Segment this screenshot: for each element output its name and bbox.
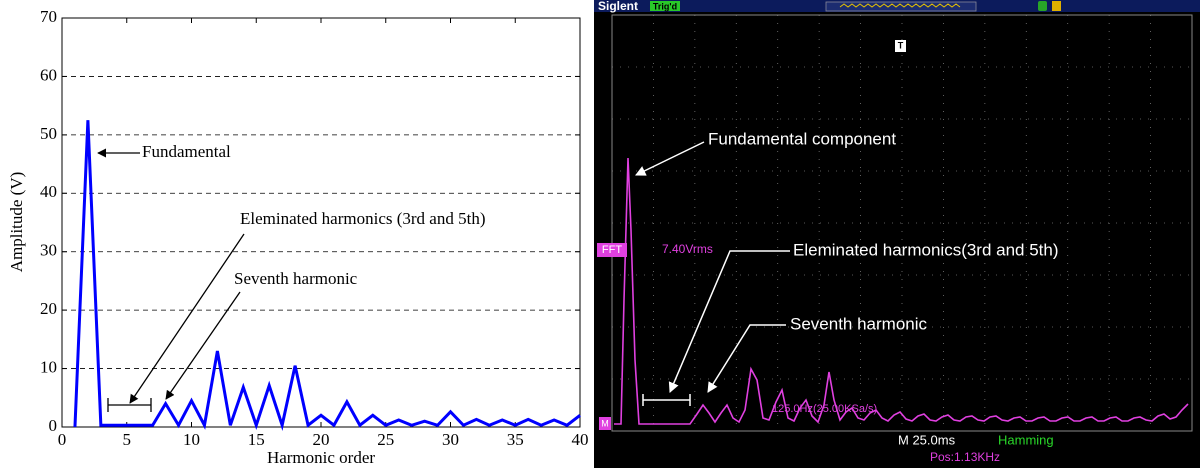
y-tick-label: 40 bbox=[40, 182, 57, 201]
y-tick-label: 20 bbox=[40, 299, 57, 318]
y-tick-label: 70 bbox=[40, 7, 57, 26]
x-tick-label: 20 bbox=[313, 430, 330, 449]
channel-label: M bbox=[601, 418, 609, 428]
oscilloscope-screen: Siglent Trig'd T FFT 7.40Vrms M Fundamen… bbox=[594, 0, 1200, 468]
x-tick-label: 25 bbox=[377, 430, 394, 449]
x-tick-label: 10 bbox=[183, 430, 200, 449]
window: Hamming bbox=[998, 432, 1054, 447]
x-tick-label: 15 bbox=[248, 430, 265, 449]
y-tick-label: 30 bbox=[40, 241, 57, 260]
annotation: Eleminated harmonics(3rd and 5th) bbox=[793, 240, 1059, 259]
fft-scale: 125.0Hz(25.00KSa/s) bbox=[772, 403, 877, 415]
x-tick-label: 35 bbox=[507, 430, 524, 449]
position: Pos:1.13KHz bbox=[930, 450, 1000, 464]
annotation: Fundamental bbox=[142, 142, 231, 161]
y-axis-label: Amplitude (V) bbox=[7, 172, 26, 273]
annotation: Seventh harmonic bbox=[790, 314, 928, 333]
harmonic-chart: Harmonic order Amplitude (V) 01020304050… bbox=[7, 7, 589, 467]
timebase: M 25.0ms bbox=[898, 432, 956, 447]
bracket bbox=[108, 398, 151, 412]
y-tick-label: 0 bbox=[49, 416, 58, 435]
arrow bbox=[166, 292, 240, 399]
y-tick-label: 50 bbox=[40, 124, 57, 143]
x-tick-label: 5 bbox=[123, 430, 132, 449]
annotation: Seventh harmonic bbox=[234, 269, 358, 288]
fft-label: FFT bbox=[602, 244, 622, 256]
axes: 0 10 20 30 40 50 60 70 0 5 10 15 20 25 30 35 40 bbox=[40, 7, 589, 449]
brand: Siglent bbox=[598, 0, 638, 13]
x-tick-label: 0 bbox=[58, 430, 67, 449]
annotation: Eleminated harmonics (3rd and 5th) bbox=[240, 209, 485, 228]
icon bbox=[1052, 1, 1061, 11]
x-axis-label: Harmonic order bbox=[267, 448, 375, 467]
y-tick-label: 60 bbox=[40, 65, 57, 84]
x-tick-label: 40 bbox=[572, 430, 589, 449]
y-tick-label: 10 bbox=[40, 357, 57, 376]
figure: Harmonic order Amplitude (V) 01020304050… bbox=[0, 0, 1200, 468]
trigger-marker: T bbox=[898, 40, 904, 50]
trigger-status: Trig'd bbox=[653, 1, 677, 11]
fft-level: 7.40Vrms bbox=[662, 242, 713, 256]
arrow bbox=[130, 234, 244, 403]
scope-background bbox=[594, 0, 1200, 468]
icon bbox=[1038, 1, 1047, 11]
annotation: Fundamental component bbox=[708, 129, 896, 148]
x-tick-label: 30 bbox=[442, 430, 459, 449]
